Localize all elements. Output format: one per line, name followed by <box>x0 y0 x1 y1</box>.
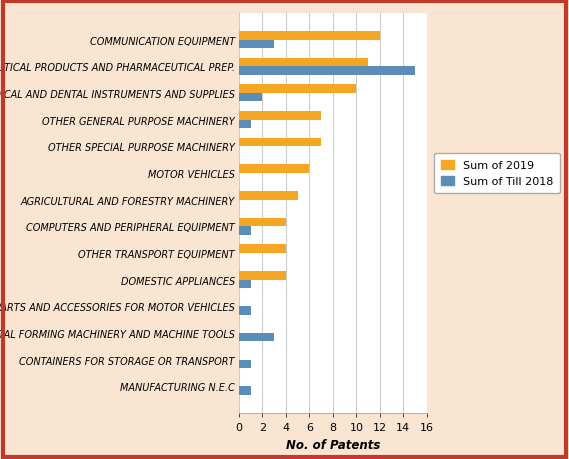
Bar <box>239 307 251 315</box>
Bar <box>239 218 286 227</box>
Bar <box>239 165 310 174</box>
Legend: Sum of 2019, Sum of Till 2018: Sum of 2019, Sum of Till 2018 <box>434 154 560 193</box>
Bar <box>239 245 286 253</box>
Bar <box>239 191 298 200</box>
Bar <box>239 138 321 147</box>
Bar <box>239 32 380 40</box>
Bar <box>239 386 251 395</box>
Bar <box>239 112 321 120</box>
Bar <box>239 94 262 102</box>
Bar <box>239 333 274 341</box>
Bar <box>239 280 251 289</box>
Bar <box>239 85 356 94</box>
Bar <box>239 120 251 129</box>
Bar <box>239 59 368 67</box>
Bar <box>239 227 251 235</box>
Bar <box>239 40 274 49</box>
Bar <box>239 271 286 280</box>
Bar <box>239 360 251 368</box>
X-axis label: No. of Patents: No. of Patents <box>286 437 380 451</box>
Bar <box>239 67 415 76</box>
